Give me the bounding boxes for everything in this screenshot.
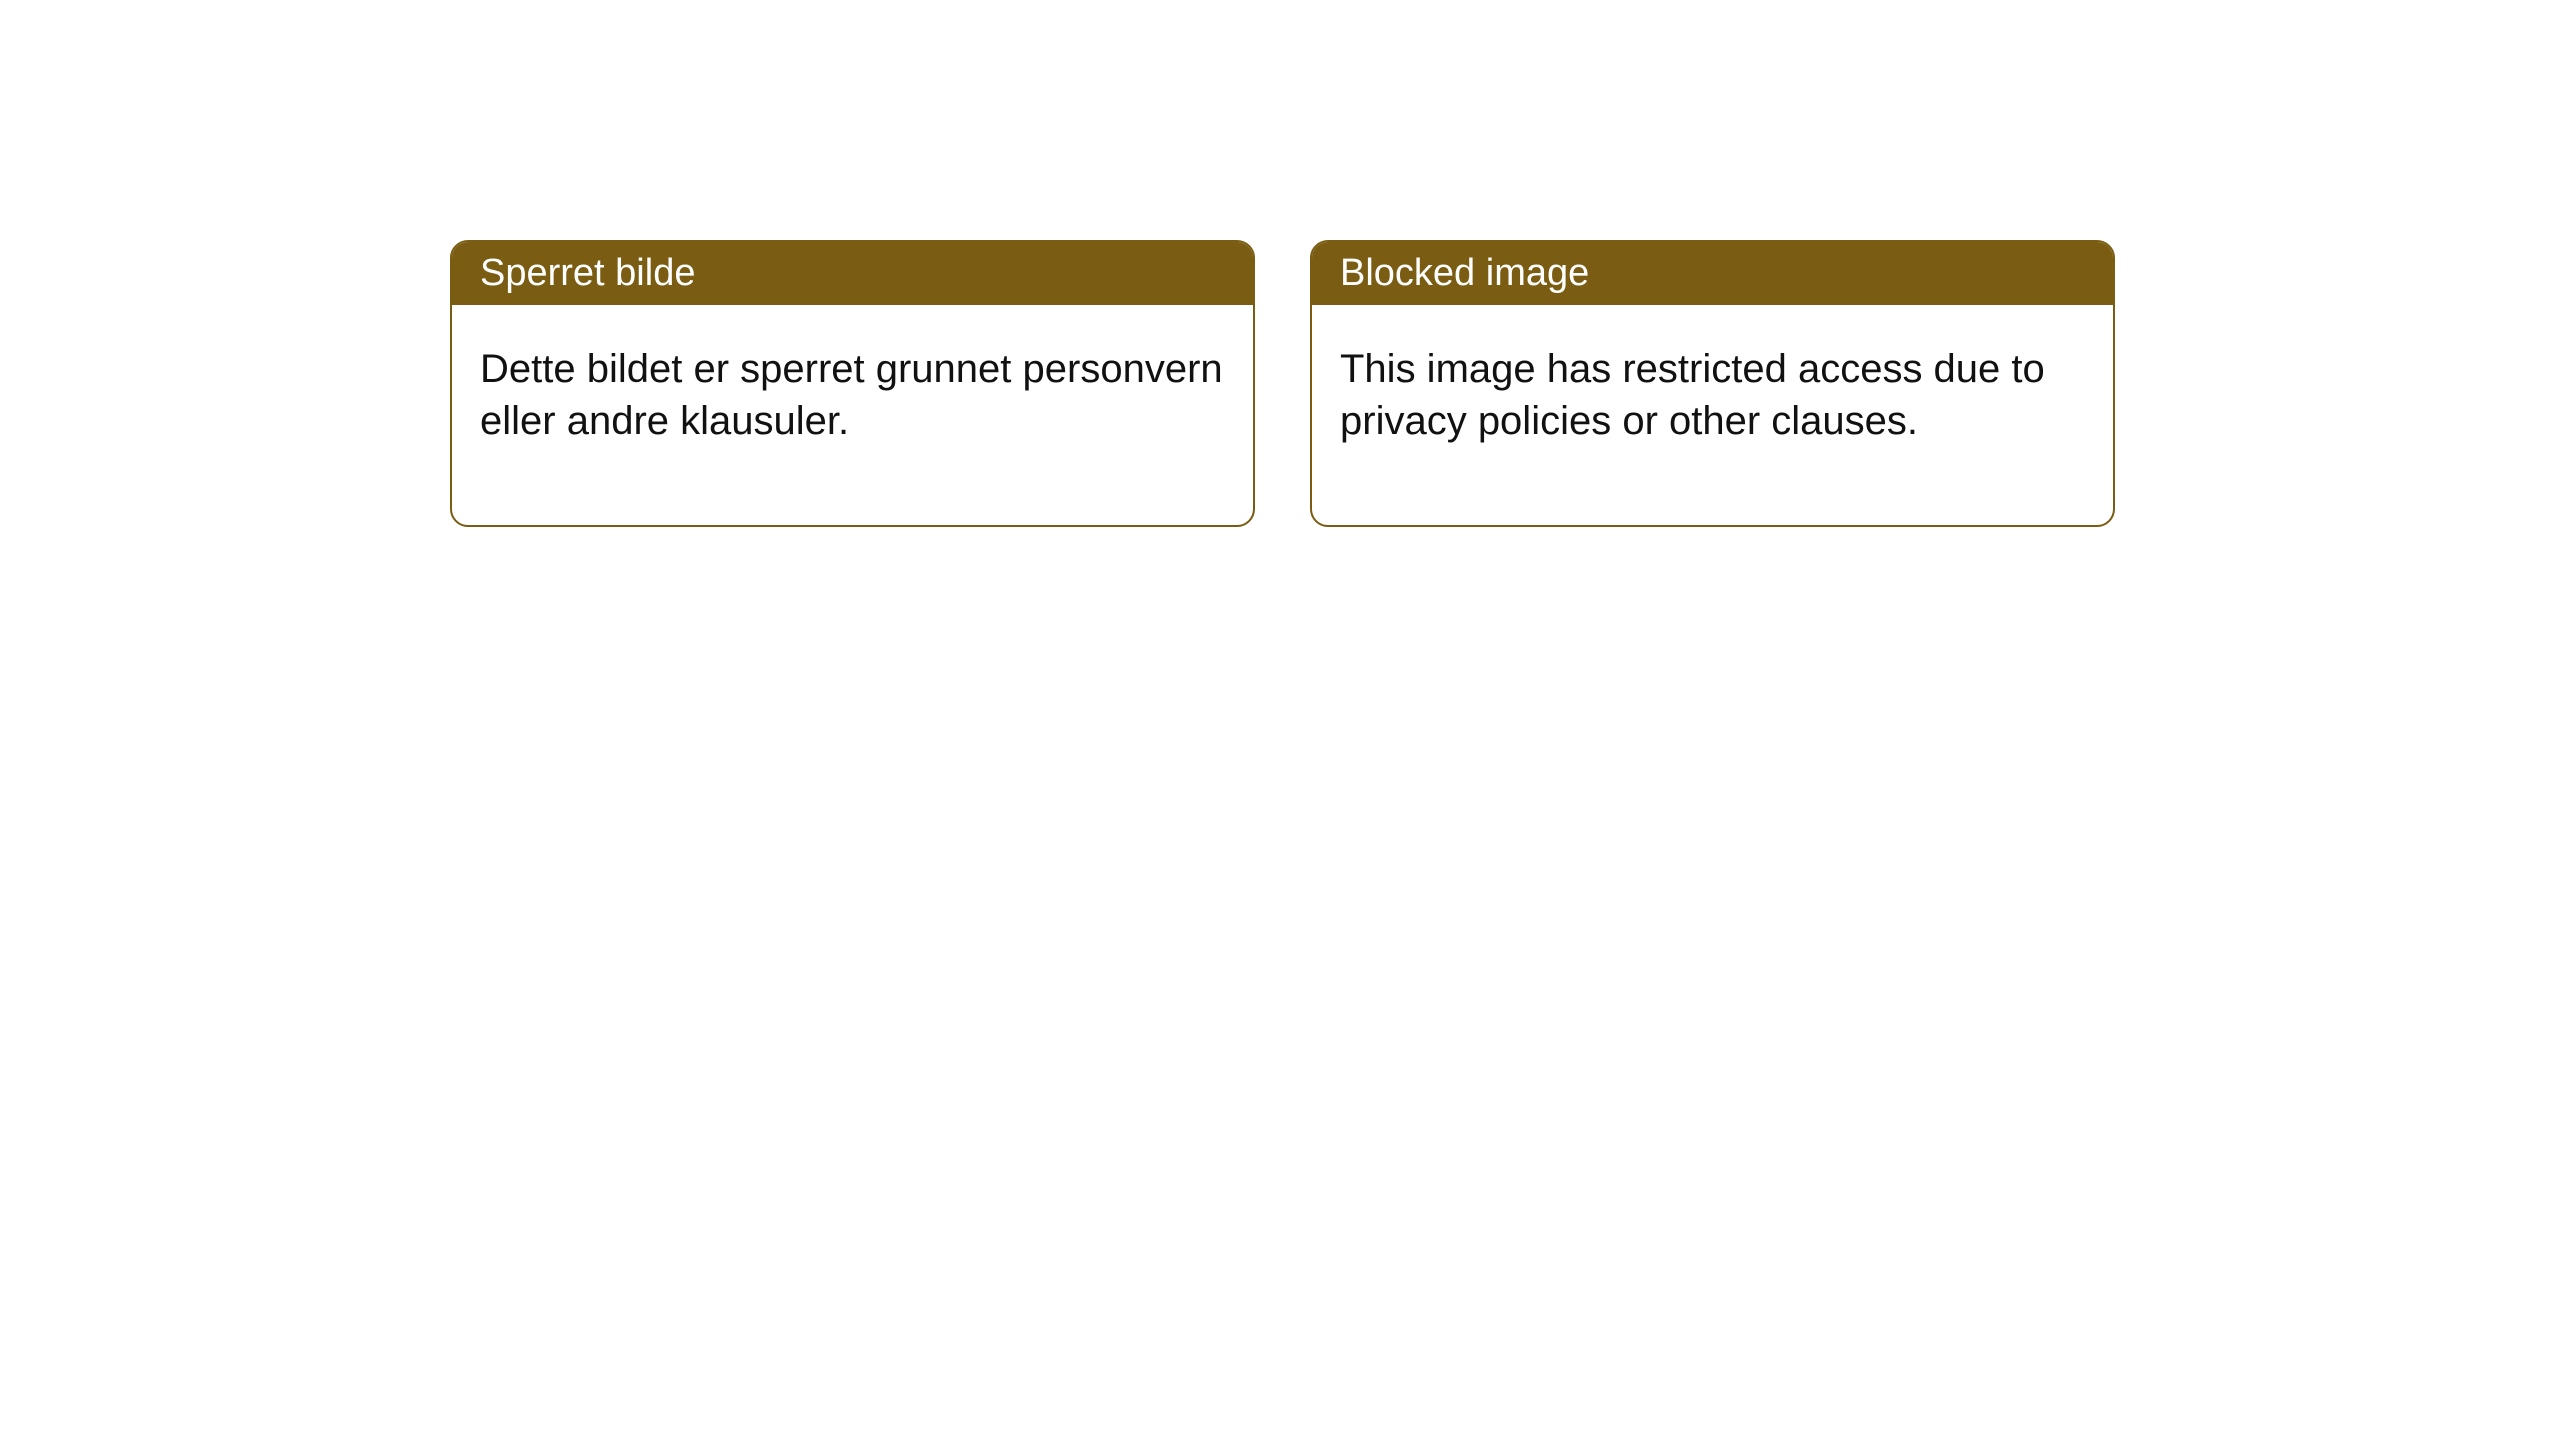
notice-body-english: This image has restricted access due to … xyxy=(1312,305,2113,525)
notice-card-norwegian: Sperret bilde Dette bildet er sperret gr… xyxy=(450,240,1255,527)
notice-body-norwegian: Dette bildet er sperret grunnet personve… xyxy=(452,305,1253,525)
notice-card-english: Blocked image This image has restricted … xyxy=(1310,240,2115,527)
notice-title-norwegian: Sperret bilde xyxy=(452,242,1253,305)
notice-container: Sperret bilde Dette bildet er sperret gr… xyxy=(450,240,2115,527)
notice-title-english: Blocked image xyxy=(1312,242,2113,305)
